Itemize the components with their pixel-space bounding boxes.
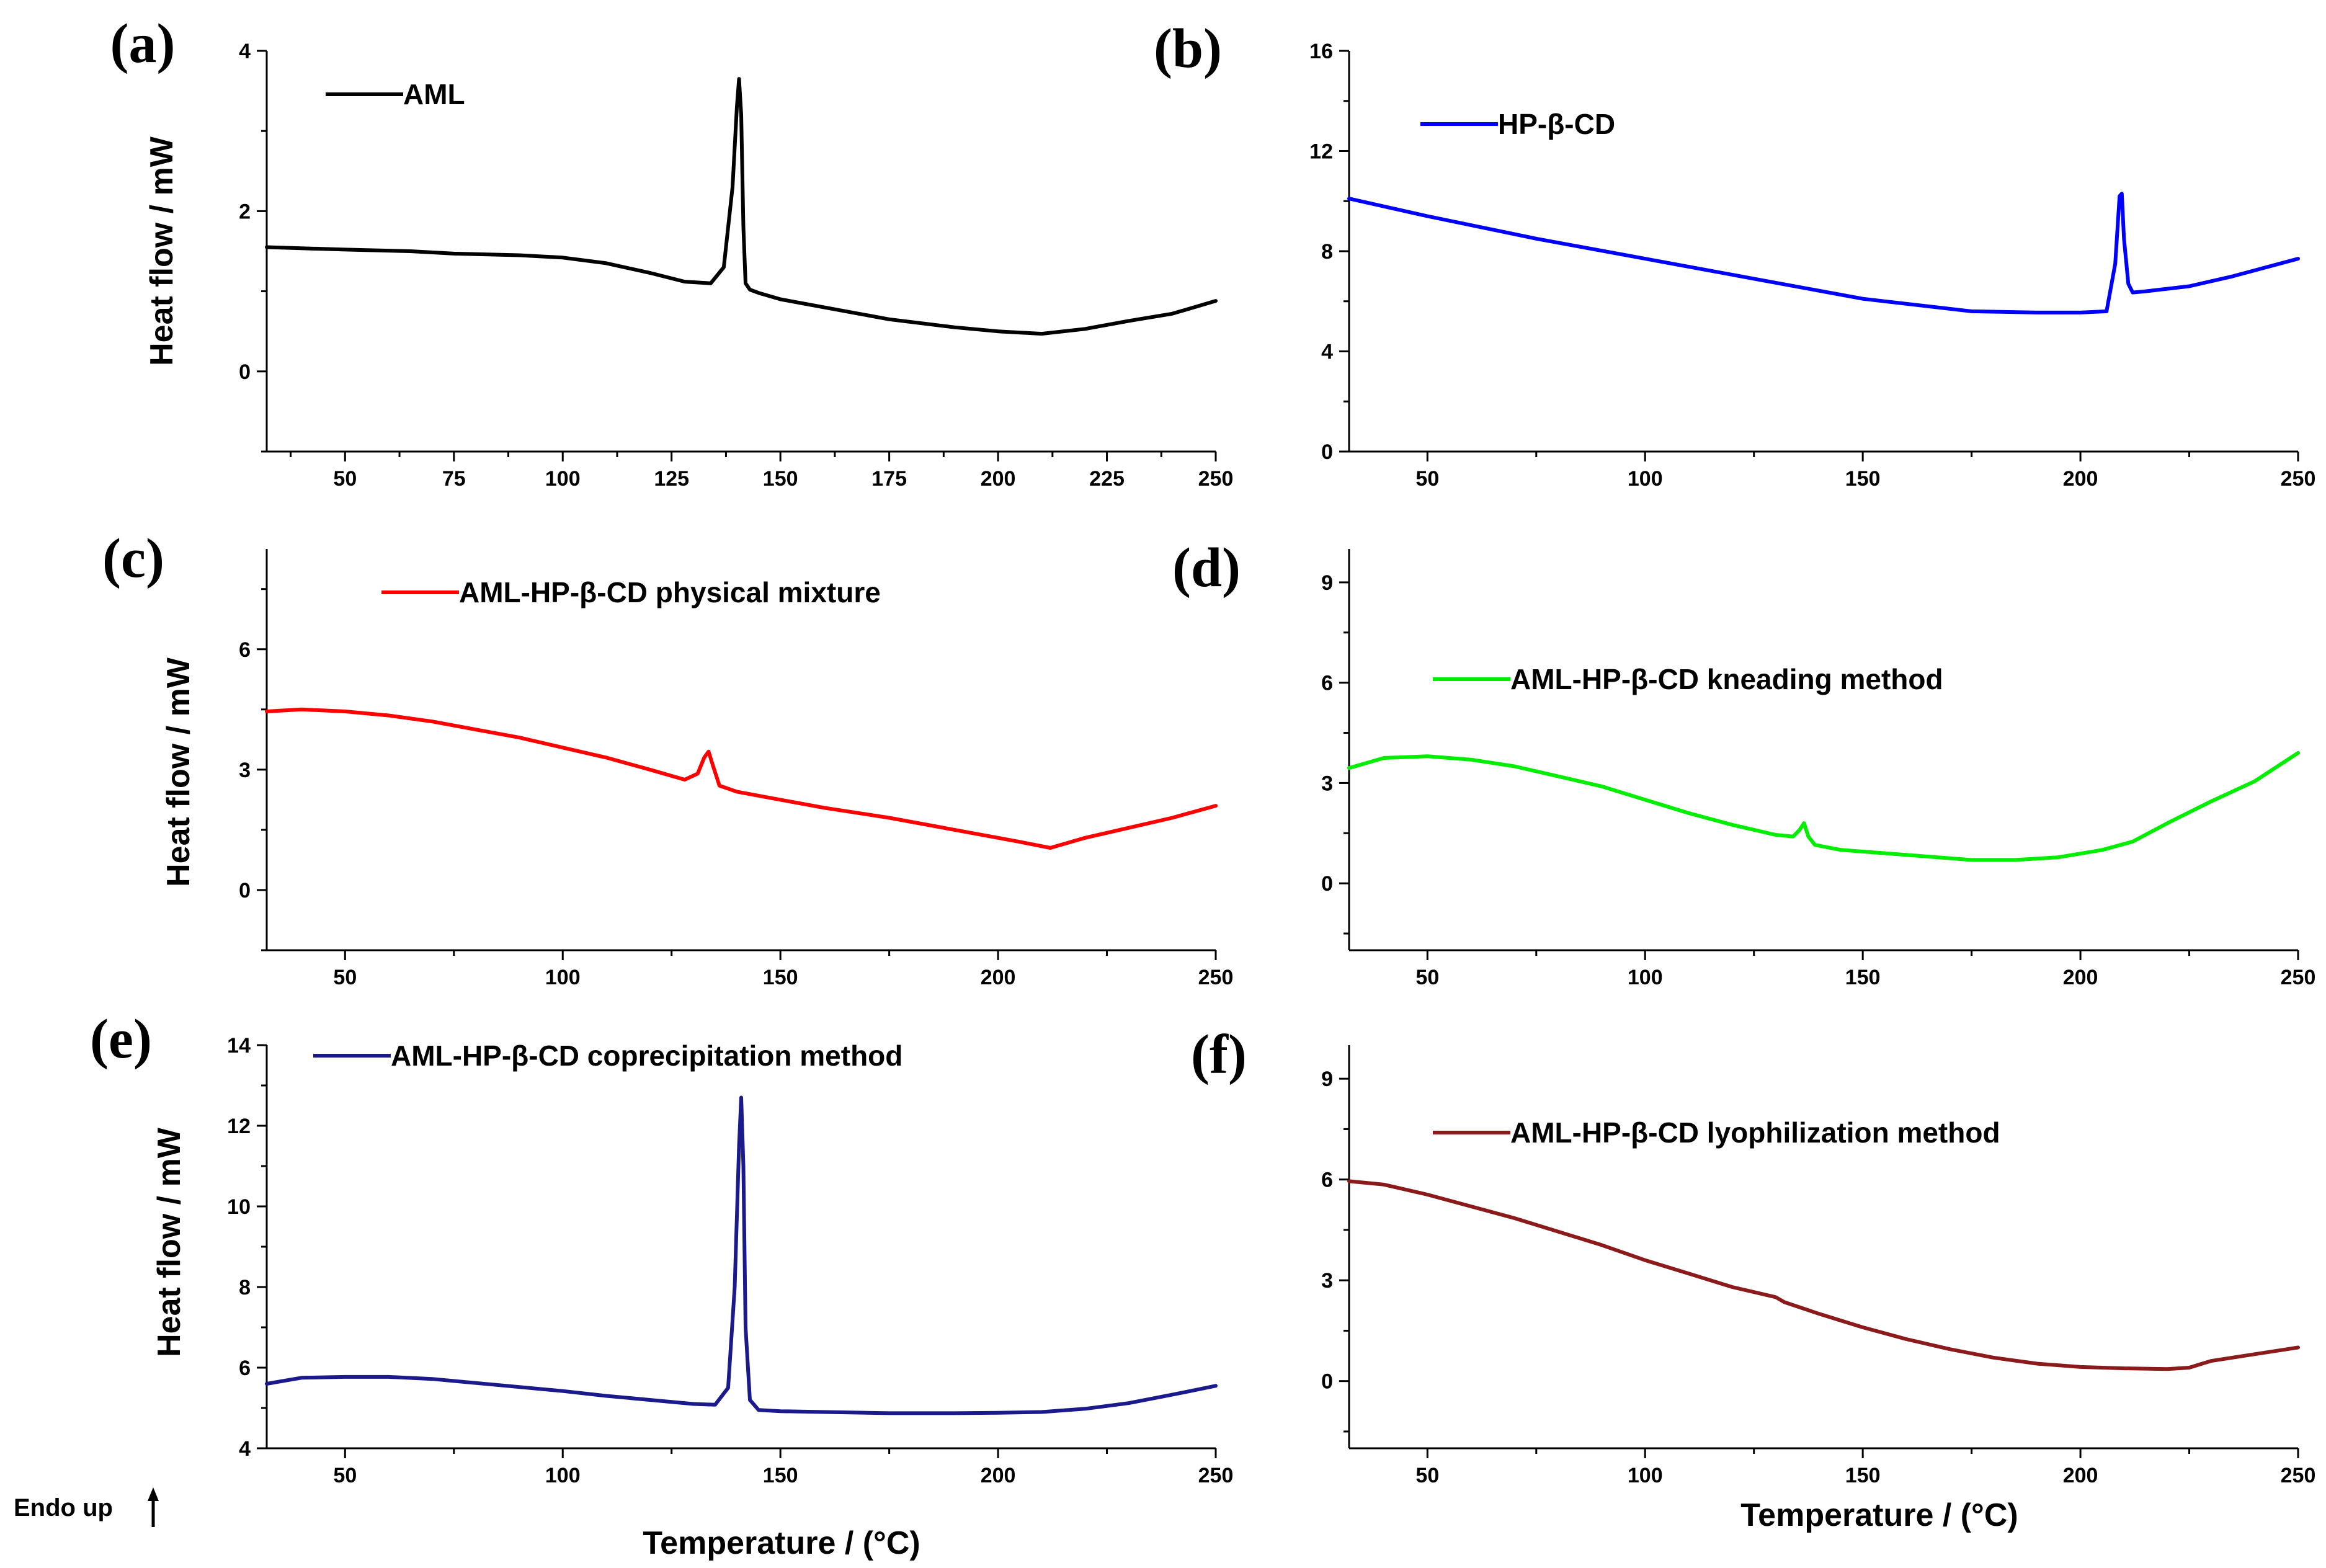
x-tick-label: 125 — [654, 467, 689, 491]
chart-panel-c: 50 100 150 200 250 0 3 6 AML-HP-β-CD physical mi… — [102, 528, 1233, 989]
panel-letter: (f) — [1191, 1024, 1247, 1085]
legend: AML-HP-β-CD coprecipitation method — [313, 1040, 902, 1072]
y-tick-label: 14 — [227, 1034, 251, 1058]
x-tick-label: 100 — [1628, 966, 1663, 989]
endo-annotation: Endo up — [14, 1487, 159, 1527]
y-tick-label: 0 — [1321, 440, 1333, 464]
x-tick-label: 50 — [1415, 467, 1439, 491]
x-tick-label: 50 — [1415, 1464, 1439, 1487]
series-line — [1347, 751, 2300, 862]
chart-panel-b: 50 100 150 200 250 0 4 8 12 16 HP-β-CD (b) — [1154, 18, 2315, 491]
y-axis-title: Heat flow / mW — [144, 136, 180, 366]
x-tick-label: 200 — [981, 1464, 1016, 1487]
panel-letter: (e) — [90, 1009, 152, 1070]
x-tick-label: 50 — [333, 1464, 357, 1487]
y-tick-label: 0 — [1321, 872, 1333, 896]
x-tick-label: 150 — [763, 966, 798, 989]
y-tick-label: 4 — [239, 40, 251, 63]
series-line — [265, 707, 1218, 850]
series-line — [1347, 1179, 2300, 1371]
y-tick-label: 12 — [227, 1115, 251, 1138]
y-tick-label: 6 — [239, 1356, 251, 1380]
series-line — [1347, 192, 2300, 314]
y-tick-label: 3 — [239, 759, 251, 782]
panel-letter: (b) — [1154, 18, 1222, 79]
x-axis-title: Temperature / (°C) — [1740, 1497, 2018, 1533]
x-tick-label: 175 — [871, 467, 907, 491]
y-tick-label: 8 — [1321, 240, 1333, 264]
y-tick-label: 0 — [239, 879, 251, 902]
legend: AML-HP-β-CD kneading method — [1433, 663, 1943, 695]
y-tick-label: 9 — [1321, 571, 1333, 595]
panel-letter: (c) — [102, 528, 164, 589]
endo-label: Endo up — [14, 1494, 113, 1521]
y-tick-label: 4 — [239, 1437, 251, 1461]
chart-panel-a: 50 75 100 125 150 175 200 225 250 0 2 4 AML (a) Heat f… — [110, 13, 1234, 491]
x-tick-label: 100 — [1628, 1464, 1663, 1487]
x-tick-label: 100 — [545, 966, 581, 989]
panel-letter: (a) — [110, 13, 176, 74]
y-tick-label: 4 — [1321, 341, 1333, 364]
x-tick-label: 200 — [2063, 966, 2098, 989]
y-tick-label: 3 — [1321, 772, 1333, 795]
x-tick-label: 250 — [2281, 966, 2316, 989]
x-tick-label: 100 — [545, 1464, 581, 1487]
x-tick-label: 200 — [981, 467, 1016, 491]
x-axis-title: Temperature / (°C) — [643, 1525, 920, 1561]
legend: AML-HP-β-CD physical mixture — [381, 576, 881, 608]
y-tick-label: 16 — [1309, 40, 1333, 63]
y-tick-label: 6 — [1321, 672, 1333, 695]
legend-label: AML-HP-β-CD lyophilization method — [1510, 1116, 2000, 1149]
x-tick-label: 200 — [981, 966, 1016, 989]
legend-label: AML-HP-β-CD coprecipitation method — [391, 1040, 902, 1072]
x-tick-label: 200 — [2063, 467, 2098, 491]
x-tick-label: 100 — [545, 467, 581, 491]
y-axis-title: Heat flow / mW — [151, 1127, 187, 1357]
x-tick-label: 150 — [763, 467, 798, 491]
legend-label: AML — [403, 78, 465, 110]
x-tick-label: 250 — [2281, 467, 2316, 491]
y-tick-label: 2 — [239, 200, 251, 223]
y-tick-label: 0 — [239, 360, 251, 384]
chart-panel-f: 50 100 150 200 250 0 3 6 9 AML-HP-β-CD lyophiliza… — [1191, 1024, 2315, 1533]
x-tick-label: 225 — [1089, 467, 1125, 491]
x-tick-label: 150 — [1845, 467, 1881, 491]
x-tick-label: 100 — [1628, 467, 1663, 491]
y-tick-label: 10 — [227, 1195, 251, 1219]
y-tick-label: 6 — [239, 638, 251, 662]
chart-panel-d: 50 100 150 200 250 0 3 6 9 AML-HP-β-CD kneading m… — [1172, 537, 2315, 989]
x-tick-label: 200 — [2063, 1464, 2098, 1487]
up-arrow-icon — [148, 1487, 159, 1527]
y-tick-label: 8 — [239, 1276, 251, 1299]
legend-label: AML-HP-β-CD physical mixture — [459, 576, 881, 608]
x-tick-label: 150 — [1845, 966, 1881, 989]
x-tick-label: 150 — [763, 1464, 798, 1487]
x-tick-label: 250 — [1198, 966, 1234, 989]
x-tick-label: 75 — [442, 467, 466, 491]
series-line — [265, 1095, 1218, 1415]
x-tick-label: 150 — [1845, 1464, 1881, 1487]
x-tick-label: 250 — [2281, 1464, 2316, 1487]
y-axis-title: Heat flow / mW — [161, 657, 197, 887]
legend-label: HP-β-CD — [1498, 108, 1615, 140]
panel-letter: (d) — [1172, 537, 1241, 599]
chart-panel-e: 50 100 150 200 250 4 6 8 10 12 14 AML-HP-β-CD copre… — [90, 1009, 1233, 1561]
legend-label: AML-HP-β-CD kneading method — [1510, 663, 1943, 695]
x-tick-label: 250 — [1198, 467, 1234, 491]
x-tick-label: 50 — [333, 966, 357, 989]
legend: AML-HP-β-CD lyophilization method — [1433, 1116, 2000, 1149]
series-line — [265, 77, 1218, 336]
x-tick-label: 50 — [1415, 966, 1439, 989]
x-tick-label: 50 — [333, 467, 357, 491]
y-tick-label: 0 — [1321, 1370, 1333, 1394]
y-tick-label: 3 — [1321, 1269, 1333, 1293]
y-tick-label: 6 — [1321, 1169, 1333, 1192]
legend: AML — [326, 78, 465, 110]
x-tick-label: 250 — [1198, 1464, 1234, 1487]
y-tick-label: 12 — [1309, 140, 1333, 164]
y-tick-label: 9 — [1321, 1067, 1333, 1091]
legend: HP-β-CD — [1420, 108, 1615, 140]
